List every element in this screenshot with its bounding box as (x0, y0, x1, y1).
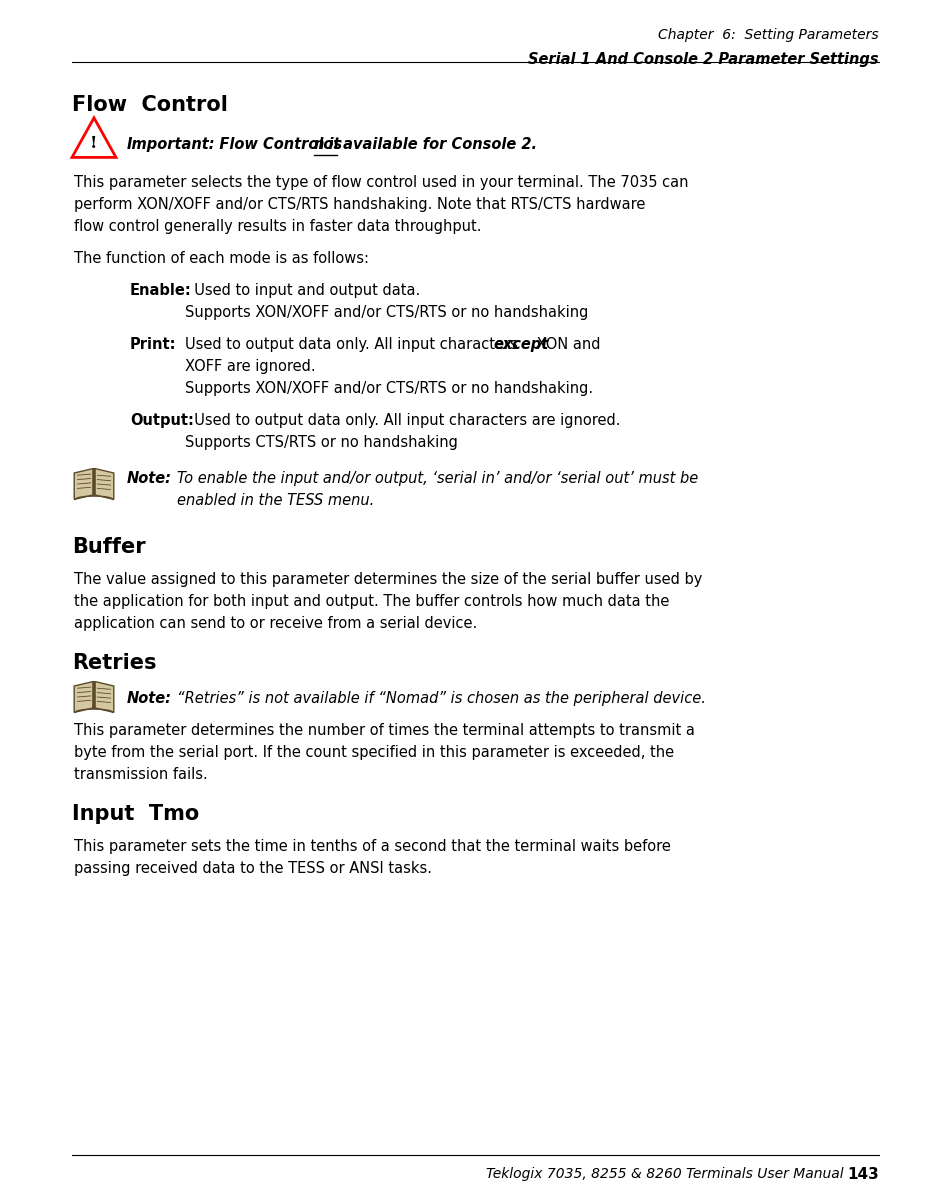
Text: This parameter selects the type of flow control used in your terminal. The 7035 : This parameter selects the type of flow … (74, 175, 688, 190)
Text: the application for both input and output. The buffer controls how much data the: the application for both input and outpu… (74, 594, 669, 609)
Text: Flow Control is: Flow Control is (204, 136, 347, 152)
Text: enabled in the TESS menu.: enabled in the TESS menu. (177, 493, 374, 508)
Text: The value assigned to this parameter determines the size of the serial buffer us: The value assigned to this parameter det… (74, 572, 702, 587)
Text: 143: 143 (846, 1167, 878, 1181)
Text: except: except (493, 338, 548, 352)
Text: Teklogix 7035, 8255 & 8260 Terminals User Manual: Teklogix 7035, 8255 & 8260 Terminals Use… (486, 1167, 844, 1181)
Text: Input  Tmo: Input Tmo (72, 804, 199, 824)
Text: This parameter sets the time in tenths of a second that the terminal waits befor: This parameter sets the time in tenths o… (74, 839, 670, 853)
Text: Enable:: Enable: (130, 282, 191, 298)
Text: Print:: Print: (130, 338, 176, 352)
Text: XON and: XON and (532, 338, 599, 352)
Text: “Retries” is not available if “Nomad” is chosen as the peripheral device.: “Retries” is not available if “Nomad” is… (177, 691, 705, 706)
Text: Important:: Important: (127, 136, 215, 152)
Text: byte from the serial port. If the count specified in this parameter is exceeded,: byte from the serial port. If the count … (74, 745, 674, 760)
Text: transmission fails.: transmission fails. (74, 767, 208, 782)
Text: This parameter determines the number of times the terminal attempts to transmit : This parameter determines the number of … (74, 723, 694, 739)
Text: passing received data to the TESS or ANSI tasks.: passing received data to the TESS or ANS… (74, 861, 432, 876)
Text: Buffer: Buffer (72, 537, 146, 557)
Text: Flow  Control: Flow Control (72, 95, 227, 115)
Text: !: ! (90, 134, 97, 152)
Text: To enable the input and/or output, ‘serial in’ and/or ‘serial out’ must be: To enable the input and/or output, ‘seri… (177, 470, 698, 486)
Text: Supports XON/XOFF and/or CTS/RTS or no handshaking.: Supports XON/XOFF and/or CTS/RTS or no h… (185, 381, 592, 396)
Text: Note:: Note: (127, 691, 172, 706)
Text: Supports XON/XOFF and/or CTS/RTS or no handshaking: Supports XON/XOFF and/or CTS/RTS or no h… (185, 305, 587, 320)
Text: application can send to or receive from a serial device.: application can send to or receive from … (74, 616, 477, 631)
Polygon shape (74, 681, 93, 712)
Text: Used to output data only. All input characters: Used to output data only. All input char… (185, 338, 522, 352)
Polygon shape (74, 468, 93, 499)
Text: Serial 1 And Console 2 Parameter Settings: Serial 1 And Console 2 Parameter Setting… (528, 51, 878, 67)
Text: XOFF are ignored.: XOFF are ignored. (185, 359, 316, 373)
Text: flow control generally results in faster data throughput.: flow control generally results in faster… (74, 219, 481, 233)
Text: Chapter  6:  Setting Parameters: Chapter 6: Setting Parameters (658, 28, 878, 42)
Text: Supports CTS/RTS or no handshaking: Supports CTS/RTS or no handshaking (185, 435, 458, 450)
Text: Note:: Note: (127, 470, 172, 486)
Text: The function of each mode is as follows:: The function of each mode is as follows: (74, 251, 368, 266)
Text: Used to input and output data.: Used to input and output data. (185, 282, 419, 298)
Text: available for Console 2.: available for Console 2. (338, 136, 536, 152)
Text: perform XON/XOFF and/or CTS/RTS handshaking. Note that RTS/CTS hardware: perform XON/XOFF and/or CTS/RTS handshak… (74, 198, 645, 212)
Text: Used to output data only. All input characters are ignored.: Used to output data only. All input char… (185, 413, 620, 429)
Polygon shape (95, 681, 113, 712)
Text: Output:: Output: (130, 413, 194, 429)
Text: not: not (314, 136, 341, 152)
Text: Retries: Retries (72, 654, 156, 673)
Polygon shape (95, 468, 113, 499)
